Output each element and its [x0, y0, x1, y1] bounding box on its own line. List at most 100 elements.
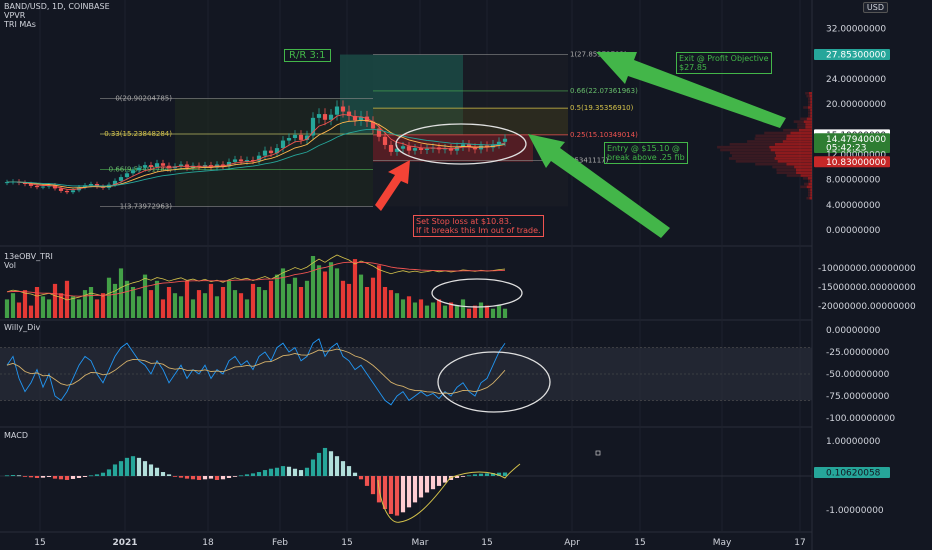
candle-body [340, 106, 346, 112]
volume-bar [64, 280, 70, 318]
macd-bar [112, 464, 118, 476]
macd-pane-title[interactable]: MACD [4, 431, 28, 440]
vpvr-down-bar [808, 194, 811, 197]
volume-bar [136, 296, 142, 318]
macd-bar [364, 476, 370, 486]
macd-bar [256, 472, 262, 476]
candle-body [304, 135, 310, 140]
volume-bar [346, 283, 352, 318]
candle-body [400, 146, 406, 149]
exit-line-2: $27.85 [679, 63, 707, 72]
ma-line [6, 119, 506, 189]
macd-bar [34, 476, 40, 478]
volume-bar [292, 277, 298, 318]
macd-bar [418, 476, 424, 498]
candle-body [502, 138, 508, 142]
consolidation-ellipse [395, 123, 527, 165]
macd-bar [226, 476, 232, 478]
macd-bar [454, 476, 460, 478]
obv-pane-title[interactable]: 13eOBV_TRI [4, 252, 53, 261]
obv-ellipse [431, 278, 523, 308]
macd-bar [304, 467, 310, 476]
vpvr-down-bar [755, 162, 787, 166]
candle-body [472, 147, 478, 150]
vpvr-up-bar [809, 196, 812, 200]
willy-ellipse [437, 351, 551, 413]
willy-pane-title[interactable]: Willy_Div [4, 323, 41, 332]
vpvr-up-bar [794, 165, 812, 169]
macd-bar [184, 476, 190, 479]
candle-body [418, 148, 424, 150]
vpvr-down-bar [808, 188, 811, 191]
volume-bar [454, 305, 460, 318]
willy-line [6, 338, 506, 406]
macd-bar [190, 476, 196, 480]
price-tick-label: 8.00000000 [826, 176, 881, 186]
macd-bar [160, 472, 166, 476]
stop-line-2: If it breaks this Im out of trade. [416, 226, 541, 235]
volume-bar [268, 280, 274, 318]
volume-bar [148, 290, 154, 318]
macd-bar [148, 464, 154, 476]
willy-tick-label: -75.00000000 [826, 392, 890, 402]
vpvr-up-bar [800, 174, 812, 177]
macd-bar [496, 472, 502, 476]
vpvr-down-bar [808, 109, 811, 112]
volume-bar [436, 299, 442, 318]
vpvr-up-bar [782, 140, 812, 143]
currency-badge[interactable]: USD [862, 2, 888, 13]
volume-bar [304, 280, 310, 318]
vpvr-up-bar [810, 103, 812, 106]
macd-bar [100, 472, 106, 476]
vpvr-down-bar [776, 168, 796, 172]
candle-body [406, 146, 412, 151]
candle-body [358, 116, 364, 121]
macd-bar [244, 474, 250, 476]
vpvr-up-bar [808, 106, 812, 109]
time-tick-label: 15 [634, 538, 645, 548]
symbol-title[interactable]: BAND/USD, 1D, COINBASE [4, 2, 110, 11]
candle-body [136, 167, 142, 171]
candle-body [328, 114, 334, 120]
volume-bar [466, 308, 472, 318]
vpvr-down-bar [808, 111, 811, 115]
volume-bar [88, 287, 94, 318]
candle-body [220, 164, 226, 167]
price-badge-label: 27.85300000 [826, 51, 886, 61]
stop-arrow [375, 160, 410, 211]
moving-averages [6, 114, 506, 191]
macd-current-badge [814, 467, 890, 479]
macd-bar [10, 475, 16, 476]
vpvr-down-bar [808, 100, 811, 104]
candle-body [46, 185, 52, 187]
macd-bar [388, 476, 394, 514]
macd-bar [334, 456, 340, 476]
volume-bar [406, 296, 412, 318]
macd-bar [292, 468, 298, 476]
price-candles [4, 100, 508, 195]
vpvr-up-bar [786, 162, 812, 166]
vpvr-up-bar [775, 151, 812, 155]
vpvr-down-bar [806, 196, 810, 200]
macd-bar [172, 476, 178, 477]
volume-bar [94, 299, 100, 318]
candle-body [346, 111, 352, 116]
macd-bar [268, 468, 274, 476]
price-badge [814, 49, 890, 61]
vol-pane-title[interactable]: Vol [4, 261, 16, 270]
candle-body [34, 185, 40, 188]
volume-bar [334, 268, 340, 318]
candle-body [292, 134, 298, 139]
indicator-vpvr[interactable]: VPVR [4, 11, 26, 20]
volume-bar [478, 302, 484, 318]
candle-body [112, 180, 118, 185]
indicator-tri-mas[interactable]: TRI MAs [4, 20, 36, 29]
candle-body [394, 148, 400, 152]
volume-bar [472, 305, 478, 318]
fib-label: 0(20.90204785) [115, 94, 172, 102]
price-tick-label: 4.00000000 [826, 201, 881, 211]
vpvr-down-bar [800, 185, 807, 189]
volume-bar [250, 283, 256, 318]
macd-bar [472, 474, 478, 476]
volume-bar [484, 305, 490, 318]
